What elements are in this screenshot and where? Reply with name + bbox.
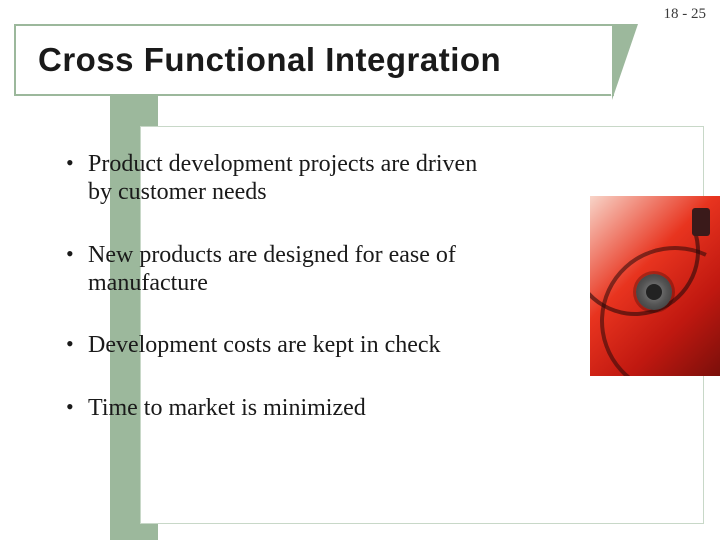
bullet-item: Product development projects are driven …	[60, 150, 480, 207]
integration-image	[590, 196, 720, 376]
bullet-list: Product development projects are driven …	[60, 150, 480, 456]
title-banner: Cross Functional Integration	[14, 24, 614, 96]
bullet-item: New products are designed for ease of ma…	[60, 241, 480, 298]
slide: 18 - 25 Cross Functional Integration Pro…	[0, 0, 720, 540]
bullet-item: Time to market is minimized	[60, 394, 480, 422]
gear-icon	[636, 274, 672, 310]
slide-title: Cross Functional Integration	[38, 41, 501, 79]
page-number: 18 - 25	[664, 6, 707, 23]
plug-icon	[692, 208, 710, 236]
bullet-item: Development costs are kept in check	[60, 331, 480, 359]
